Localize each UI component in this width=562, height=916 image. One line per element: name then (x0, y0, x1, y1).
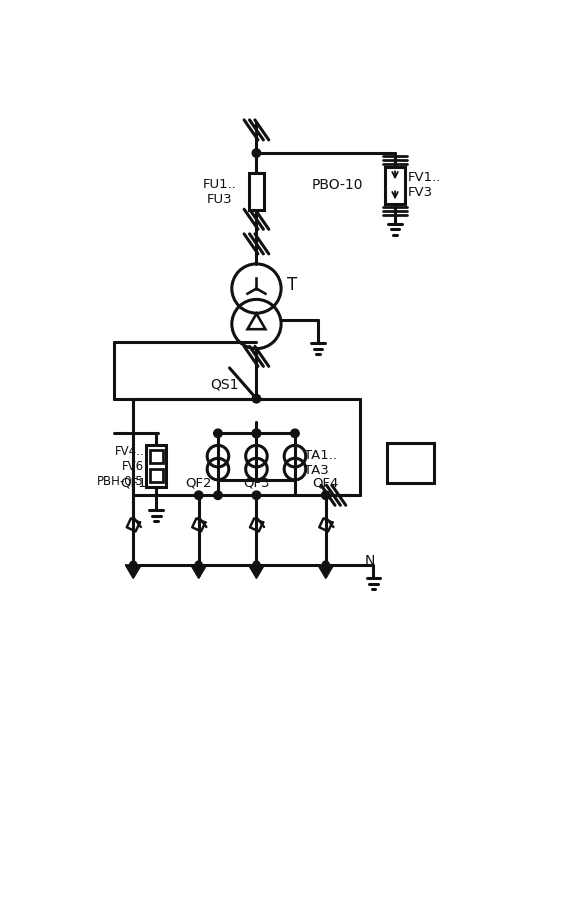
Circle shape (284, 458, 306, 480)
Text: T: T (287, 276, 297, 294)
Circle shape (246, 445, 268, 467)
Text: PBO-10: PBO-10 (311, 179, 363, 192)
Circle shape (252, 429, 261, 438)
Text: FV1..
FV3: FV1.. FV3 (407, 171, 441, 200)
Circle shape (246, 458, 268, 480)
Circle shape (321, 491, 330, 499)
Circle shape (252, 429, 261, 438)
Polygon shape (248, 565, 265, 578)
Circle shape (291, 429, 299, 438)
Text: FU1..
FU3: FU1.. FU3 (202, 178, 237, 205)
Text: QF3: QF3 (243, 476, 270, 489)
Polygon shape (318, 565, 334, 578)
Circle shape (130, 562, 137, 568)
Bar (385, 167, 405, 204)
Bar (249, 173, 264, 210)
Bar (150, 470, 162, 482)
Circle shape (232, 300, 281, 349)
Circle shape (284, 445, 306, 467)
Circle shape (195, 562, 202, 568)
Circle shape (253, 562, 260, 568)
Text: QF4: QF4 (312, 476, 339, 489)
Circle shape (214, 429, 222, 438)
Polygon shape (125, 565, 141, 578)
Circle shape (252, 395, 261, 403)
Circle shape (207, 445, 229, 467)
Circle shape (252, 148, 261, 158)
Bar (150, 450, 162, 463)
Text: TA1..
TA3: TA1.. TA3 (304, 449, 337, 476)
Polygon shape (191, 565, 207, 578)
Bar (146, 445, 166, 487)
Text: QF1: QF1 (120, 476, 147, 489)
Bar (387, 442, 434, 483)
Circle shape (214, 491, 222, 499)
Circle shape (252, 491, 261, 499)
Text: Wh: Wh (396, 457, 425, 475)
Circle shape (207, 458, 229, 480)
Text: N: N (364, 553, 375, 568)
Circle shape (194, 491, 203, 499)
Text: QF2: QF2 (185, 476, 212, 489)
Circle shape (322, 562, 329, 568)
Text: QS1: QS1 (210, 377, 239, 392)
Circle shape (232, 264, 281, 313)
Text: FV4..
FV6
PBH-0,5: FV4.. FV6 PBH-0,5 (97, 444, 144, 487)
